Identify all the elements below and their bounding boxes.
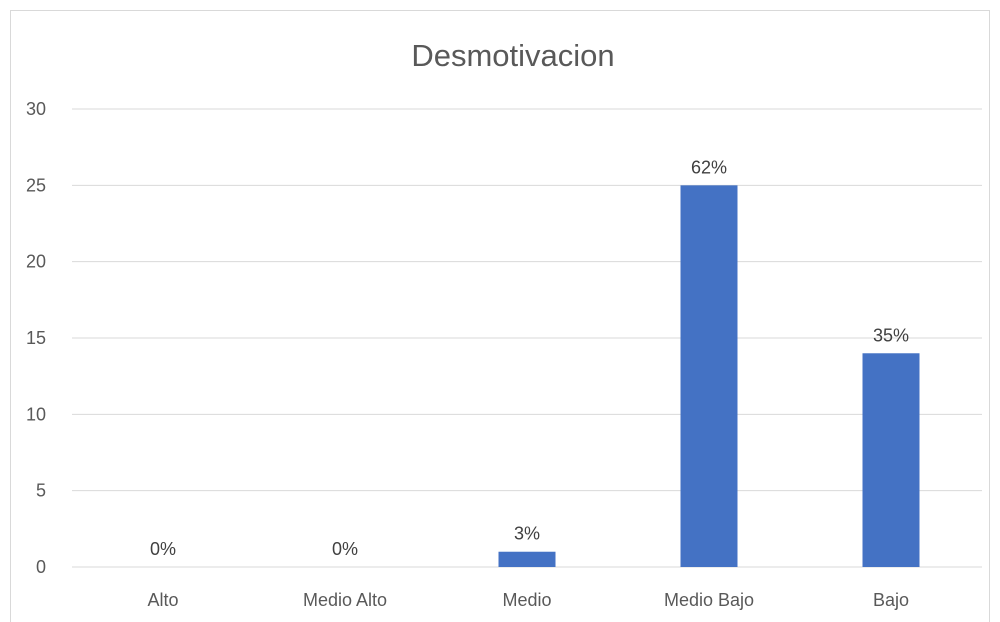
bar xyxy=(862,353,920,567)
bars xyxy=(498,185,920,568)
data-label: 35% xyxy=(873,325,909,345)
data-label: 0% xyxy=(150,539,176,559)
x-tick-label: Bajo xyxy=(873,590,909,610)
y-tick-label: 30 xyxy=(26,99,46,119)
x-tick-label: Alto xyxy=(147,590,178,610)
x-tick-label: Medio Bajo xyxy=(664,590,754,610)
grid-lines xyxy=(72,108,982,568)
bar xyxy=(680,185,738,568)
y-tick-label: 25 xyxy=(26,175,46,195)
data-label: 0% xyxy=(332,539,358,559)
y-tick-label: 15 xyxy=(26,328,46,348)
x-axis-ticks: Alto Medio Alto Medio Medio Bajo Bajo xyxy=(147,590,909,610)
y-tick-label: 5 xyxy=(36,481,46,501)
x-tick-label: Medio Alto xyxy=(303,590,387,610)
data-label: 62% xyxy=(691,157,727,177)
y-axis-ticks: 0 5 10 15 20 25 30 xyxy=(26,99,46,577)
x-tick-label: Medio xyxy=(502,590,551,610)
chart-title: Desmotivacion xyxy=(411,38,614,73)
y-tick-label: 10 xyxy=(26,404,46,424)
data-labels: 0% 0% 3% 62% 35% xyxy=(150,157,909,559)
data-label: 3% xyxy=(514,524,540,544)
chart-frame xyxy=(10,10,990,622)
bar xyxy=(498,551,556,567)
y-tick-label: 20 xyxy=(26,252,46,272)
y-tick-label: 0 xyxy=(36,557,46,577)
